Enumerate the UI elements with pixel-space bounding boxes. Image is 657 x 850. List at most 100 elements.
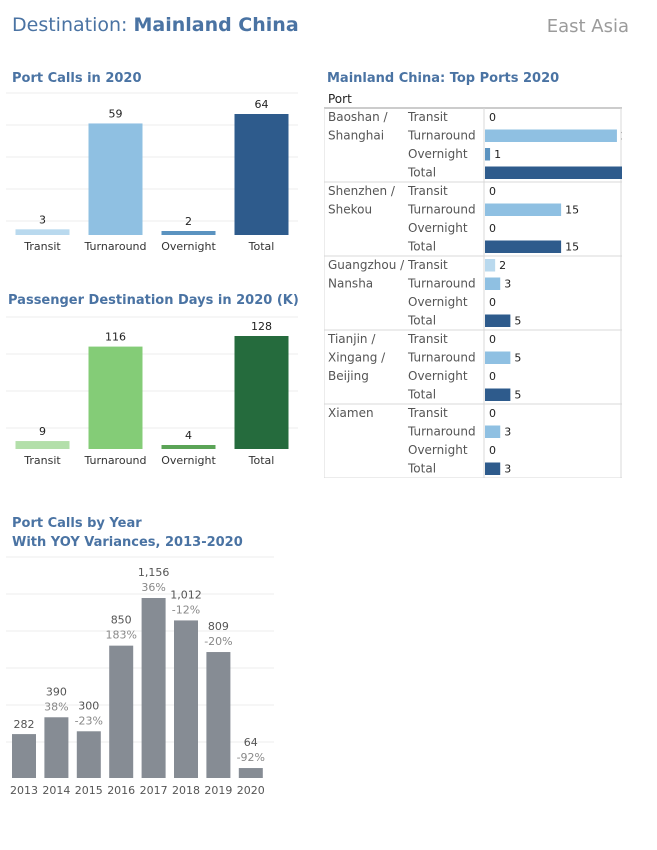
pdd-chart: 9 Transit 116 Turnaround 4 Overnight 128 Total [6, 316, 298, 467]
port-bar-turnaround [485, 203, 562, 216]
port-name: Xingang / [328, 351, 386, 365]
port-name: Nansha [328, 277, 373, 291]
row-label-total: Total [407, 314, 436, 328]
port-name: Guangzhou / [328, 258, 405, 272]
row-label-overnight: Overnight [408, 147, 468, 161]
pdd-category-label: Turnaround [84, 454, 147, 467]
port-name: Shenzhen / [328, 184, 396, 198]
port-bar-total [485, 240, 562, 253]
port-value-label: 3 [504, 278, 511, 291]
port-name: Beijing [328, 369, 369, 383]
year-value-label: 1,156 [138, 566, 170, 579]
pdd-title: Passenger Destination Days in 2020 (K) [8, 293, 299, 308]
pdd-bar-transit [15, 441, 70, 449]
year-category-label: 2020 [237, 784, 265, 797]
row-label-turnaround: Turnaround [407, 203, 476, 217]
port-calls-title: Port Calls in 2020 [12, 71, 142, 86]
year-category-label: 2017 [140, 784, 168, 797]
port-value-label: 1 [494, 148, 501, 161]
row-label-total: Total [407, 462, 436, 476]
port-value-label: 15 [565, 204, 579, 217]
row-label-overnight: Overnight [408, 221, 468, 235]
row-label-overnight: Overnight [408, 295, 468, 309]
port-bar-turnaround [485, 351, 511, 364]
port-bar-overnight [485, 148, 491, 161]
by-year-title: Port Calls by Year [12, 516, 142, 531]
port-value-label: 5 [514, 315, 521, 328]
year-yoy-label: 36% [141, 581, 165, 594]
row-label-transit: Transit [407, 332, 448, 346]
port-calls-value-label: 59 [109, 107, 123, 120]
port-value-label: 5 [514, 389, 521, 402]
port-bar-total [485, 166, 622, 179]
port-value-label: 3 [504, 426, 511, 439]
port-value-label: 0 [489, 296, 496, 309]
port-name: Tianjin / [327, 332, 376, 346]
row-label-total: Total [407, 388, 436, 402]
port-value-label: 0 [489, 111, 496, 124]
port-calls-category-label: Total [248, 240, 275, 253]
top-ports-table: Port Baoshan / Shanghai Transit 0 Turnaround 2… [324, 92, 622, 478]
row-label-transit: Transit [407, 406, 448, 420]
pdd-bar-turnaround [88, 346, 143, 449]
port-calls-category-label: Overnight [161, 240, 216, 253]
year-bar-2019 [206, 652, 231, 778]
pdd-value-label: 4 [185, 429, 192, 442]
year-yoy-label: 38% [44, 700, 68, 713]
port-value-label: 5 [514, 352, 521, 365]
year-bar-2017 [141, 598, 166, 778]
year-bar-2013 [12, 734, 36, 778]
year-value-label: 1,012 [170, 588, 202, 601]
year-value-label: 850 [111, 614, 132, 627]
port-name: Shekou [328, 203, 372, 217]
region-label: East Asia [546, 16, 629, 37]
year-bar-2014 [44, 717, 69, 778]
row-label-turnaround: Turnaround [407, 277, 476, 291]
year-category-label: 2019 [204, 784, 232, 797]
port-bar-turnaround [485, 425, 501, 438]
row-label-transit: Transit [407, 184, 448, 198]
port-name: Xiamen [328, 406, 374, 420]
year-bar-2018 [174, 620, 198, 778]
row-label-transit: Transit [407, 110, 448, 124]
year-bar-2016 [109, 645, 134, 778]
port-bar-total [485, 388, 511, 401]
port-name: Shanghai [328, 129, 384, 143]
port-calls-bar-total [234, 114, 289, 235]
year-yoy-label: -92% [237, 751, 265, 764]
port-calls-category-label: Transit [23, 240, 61, 253]
row-label-total: Total [407, 166, 436, 180]
port-calls-bar-overnight [161, 231, 216, 235]
port-bar-turnaround [485, 129, 617, 142]
year-category-label: 2013 [10, 784, 38, 797]
year-bar-2020 [238, 768, 263, 778]
pdd-value-label: 128 [251, 320, 272, 333]
year-value-label: 809 [208, 620, 229, 633]
year-category-label: 2016 [107, 784, 135, 797]
pdd-value-label: 9 [39, 425, 46, 438]
by-year-subtitle: With YOY Variances, 2013-2020 [12, 535, 243, 550]
port-calls-value-label: 64 [255, 98, 269, 111]
port-value-label: 0 [489, 185, 496, 198]
year-category-label: 2018 [172, 784, 200, 797]
year-yoy-label: -23% [75, 714, 103, 727]
port-value-label: 3 [504, 463, 511, 476]
port-value-label: 2 [499, 259, 506, 272]
pdd-value-label: 116 [105, 331, 126, 344]
pdd-category-label: Overnight [161, 454, 216, 467]
row-label-transit: Transit [407, 258, 448, 272]
year-bar-2015 [76, 731, 101, 778]
port-value-label: 0 [489, 407, 496, 420]
port-value-label: 26 [621, 130, 622, 143]
port-bar-total [485, 462, 501, 475]
row-label-overnight: Overnight [408, 369, 468, 383]
port-value-label: 0 [489, 370, 496, 383]
year-value-label: 64 [244, 736, 258, 749]
year-yoy-label: -12% [172, 603, 200, 616]
year-value-label: 390 [46, 685, 67, 698]
port-column-header: Port [328, 92, 352, 106]
port-calls-value-label: 2 [185, 215, 192, 228]
top-ports-title: Mainland China: Top Ports 2020 [327, 71, 560, 86]
pdd-bar-overnight [161, 445, 216, 449]
port-calls-category-label: Turnaround [84, 240, 147, 253]
